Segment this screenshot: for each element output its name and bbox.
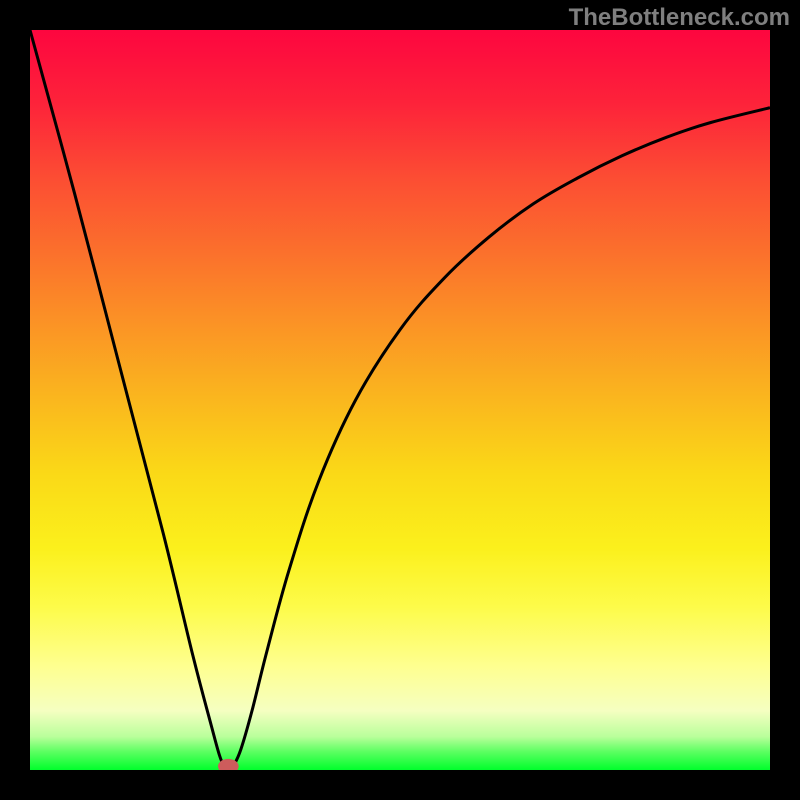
chart-container: TheBottleneck.com (0, 0, 800, 800)
gradient-chart (30, 30, 770, 770)
watermark-text: TheBottleneck.com (569, 4, 790, 32)
plot-area (30, 30, 770, 770)
